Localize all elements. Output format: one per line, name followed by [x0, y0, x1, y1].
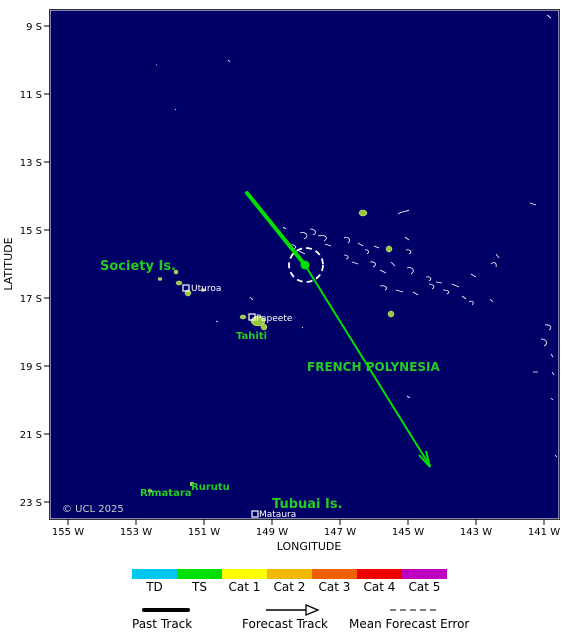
map-frame	[49, 9, 560, 520]
legend-swatch-cat-4	[357, 569, 402, 579]
lon-tick-label: 151 W	[188, 527, 220, 538]
past-track-line	[245, 191, 307, 267]
lat-tick-label: 13 S	[20, 158, 42, 169]
atoll-outlines	[156, 14, 558, 458]
map-outer-border	[49, 9, 560, 520]
legend-swatch-td	[132, 569, 177, 579]
lat-tick-label: 21 S	[20, 430, 42, 441]
forecast-track-legend-label: Forecast Track	[242, 617, 328, 631]
lon-tick-label: 145 W	[392, 527, 424, 538]
forecast-arrow-icon	[305, 604, 320, 616]
lon-tick-label: 155 W	[52, 527, 84, 538]
uturoa-label: Uturoa	[191, 284, 221, 294]
lon-tick-label: 153 W	[120, 527, 152, 538]
past-track-legend-label: Past Track	[132, 617, 192, 631]
rurutu-label: Rurutu	[191, 482, 230, 493]
mataura-label: Mataura	[259, 510, 296, 520]
x-axis-title: LONGITUDE	[277, 540, 342, 553]
legend-label-cat-5: Cat 5	[409, 580, 441, 594]
legend-label-td: TD	[145, 580, 163, 594]
lat-tick-label: 23 S	[20, 498, 42, 509]
legend-swatch-cat-5	[402, 569, 447, 579]
legend-label-ts: TS	[191, 580, 207, 594]
tahiti-label: Tahiti	[236, 331, 267, 342]
copyright-label: © UCL 2025	[62, 504, 124, 515]
legend-swatch-cat-3	[312, 569, 357, 579]
legend-swatch-cat-2	[267, 569, 312, 579]
society-islands-label: Society Is.	[100, 259, 176, 274]
legend-label-cat-3: Cat 3	[319, 580, 351, 594]
legend-swatch-cat-1	[222, 569, 267, 579]
mean-error-legend-label: Mean Forecast Error	[349, 617, 469, 631]
lon-tick-label: 149 W	[256, 527, 288, 538]
lat-tick-label: 15 S	[20, 226, 42, 237]
lat-tick-label: 11 S	[20, 90, 42, 101]
current-position-marker	[300, 260, 310, 270]
lat-tick-label: 9 S	[26, 22, 42, 33]
papeete-marker	[248, 313, 256, 321]
legend-label-cat-1: Cat 1	[229, 580, 261, 594]
rimatara-label: Rimatara	[140, 488, 192, 499]
land-islands	[147, 209, 395, 493]
longitude-ticks	[67, 519, 545, 525]
lon-tick-label: 141 W	[528, 527, 560, 538]
legend-label-cat-2: Cat 2	[274, 580, 306, 594]
track-legend: Past Track Forecast Track Mean Forecast …	[132, 604, 469, 631]
legend-label-cat-4: Cat 4	[364, 580, 396, 594]
lat-tick-label: 19 S	[20, 362, 42, 373]
forecast-arrowhead	[418, 450, 431, 468]
tubuai-islands-label: Tubuai Is.	[272, 497, 343, 512]
y-axis-title: LATITUDE	[2, 237, 15, 290]
lon-tick-label: 143 W	[460, 527, 492, 538]
papeete-label: Papeete	[256, 314, 293, 324]
forecast-track-line	[304, 264, 431, 467]
town-markers	[182, 284, 259, 518]
mataura-marker	[251, 510, 259, 518]
forecast-error-circle	[288, 247, 324, 283]
lon-tick-label: 147 W	[324, 527, 356, 538]
legend-swatch-ts	[177, 569, 222, 579]
storm-track	[245, 191, 431, 468]
latitude-ticks	[44, 25, 50, 503]
french-polynesia-label: FRENCH POLYNESIA	[307, 360, 441, 374]
lat-tick-label: 17 S	[20, 294, 42, 305]
uturoa-marker	[182, 284, 190, 292]
intensity-legend: TD TS Cat 1 Cat 2 Cat 3 Cat 4 Cat 5	[132, 569, 447, 594]
